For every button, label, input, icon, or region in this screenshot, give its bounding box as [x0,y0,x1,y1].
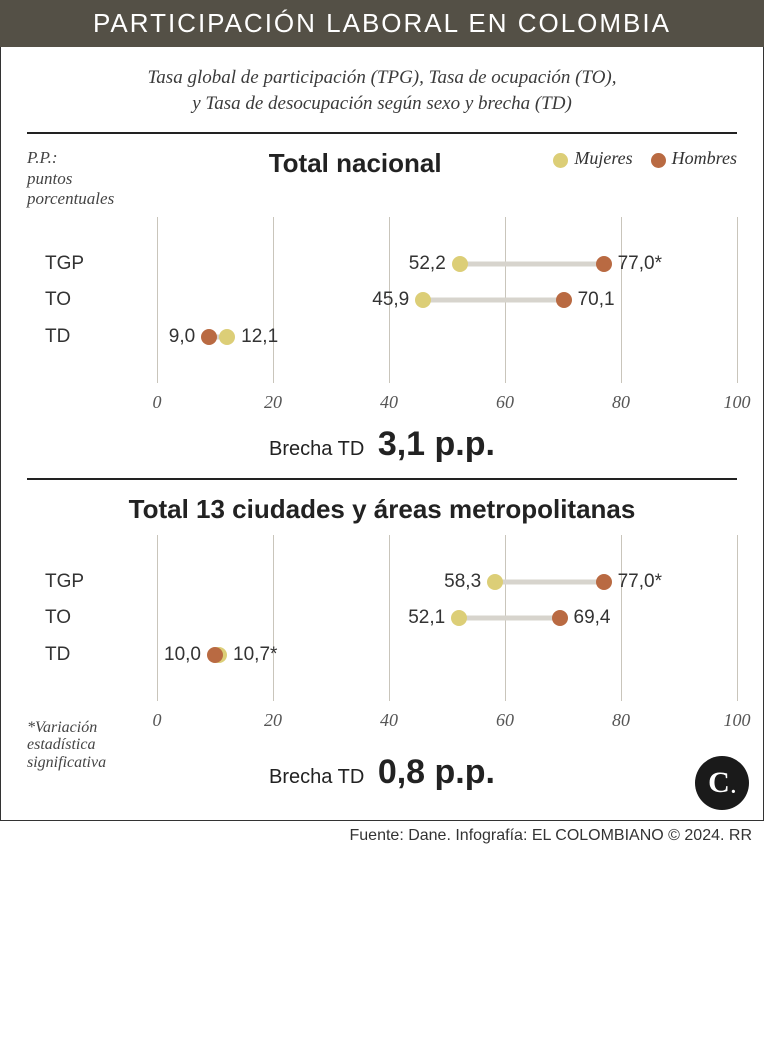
value-label: 58,3 [444,571,481,593]
dumbbell-connector [495,579,603,584]
chart-nacional: TGP52,277,0*TO45,970,1TD9,012,1 02040608… [157,217,737,417]
dumbbell-connector [423,298,563,303]
value-label: 77,0* [618,253,662,275]
dot-mujeres [219,329,235,345]
axis-tick-label: 0 [153,392,162,413]
dot-hombres [596,574,612,590]
value-label: 70,1 [578,289,615,311]
pp-note: P.P.: puntos porcentuales [27,148,157,209]
axis-tick-label: 80 [612,392,630,413]
axis-tick-label: 100 [724,392,751,413]
grid-line [737,535,738,701]
grid-line [621,535,622,701]
axis-tick-label: 20 [264,710,282,731]
dot-hombres [207,647,223,663]
axis-tick-label: 80 [612,710,630,731]
legend-mujeres: Mujeres [553,148,632,169]
subtitle: Tasa global de participación (TPG), Tasa… [27,65,737,116]
chart-ciudades: TGP58,377,0*TO52,169,4TD10,010,7* *Varia… [157,535,737,735]
value-label: 12,1 [241,326,278,348]
row-label: TO [27,607,147,629]
panel-title-2: Total 13 ciudades y áreas metropolitanas [27,494,737,525]
axis-tick-label: 0 [153,710,162,731]
axis-tick-label: 60 [496,392,514,413]
grid-line [157,217,158,383]
dot-hombres [552,610,568,626]
value-label: 69,4 [574,607,611,629]
subtitle-line-1: Tasa global de participación (TPG), Tasa… [147,67,616,88]
brecha-1: Brecha TD 3,1 p.p. [27,425,737,464]
value-label: 52,2 [409,253,446,275]
axis-tick-label: 40 [380,392,398,413]
panel-nacional: P.P.: puntos porcentuales Total nacional… [27,134,737,464]
legend: Mujeres Hombres [553,148,737,169]
main-title: PARTICIPACIÓN LABORAL EN COLOMBIA [0,0,764,47]
dot-hombres [556,292,572,308]
dot-mujeres [415,292,431,308]
subtitle-line-2: y Tasa de desocupación según sexo y brec… [192,93,572,114]
axis-tick-label: 60 [496,710,514,731]
value-label: 77,0* [618,571,662,593]
grid-line [737,217,738,383]
axis-tick-label: 40 [380,710,398,731]
grid-line [273,217,274,383]
dot-hombres [201,329,217,345]
dot-hombres [596,256,612,272]
value-label: 10,7* [233,644,277,666]
value-label: 45,9 [372,289,409,311]
footnote: *Variación estadística significativa [27,719,157,772]
dot-mujeres [452,256,468,272]
value-label: 52,1 [408,607,445,629]
panel-ciudades: Total 13 ciudades y áreas metropolitanas… [27,480,737,792]
grid-line [157,535,158,701]
dumbbell-connector [459,616,559,621]
dot-mujeres [487,574,503,590]
grid-line [273,535,274,701]
content-area: Tasa global de participación (TPG), Tasa… [0,47,764,821]
row-label: TD [27,644,147,666]
axis-tick-label: 20 [264,392,282,413]
row-label: TGP [27,253,147,275]
panel-title-1: Total nacional [157,148,553,179]
legend-hombres: Hombres [651,148,737,169]
row-label: TGP [27,571,147,593]
dumbbell-connector [460,261,604,266]
dot-mujeres [451,610,467,626]
publisher-logo-icon: C. [695,756,749,810]
value-label: 9,0 [169,326,195,348]
source-line: Fuente: Dane. Infografía: EL COLOMBIANO … [0,821,764,855]
infographic-container: PARTICIPACIÓN LABORAL EN COLOMBIA Tasa g… [0,0,764,855]
value-label: 10,0 [164,644,201,666]
row-label: TO [27,289,147,311]
axis-tick-label: 100 [724,710,751,731]
row-label: TD [27,326,147,348]
grid-line [621,217,622,383]
grid-line [389,535,390,701]
